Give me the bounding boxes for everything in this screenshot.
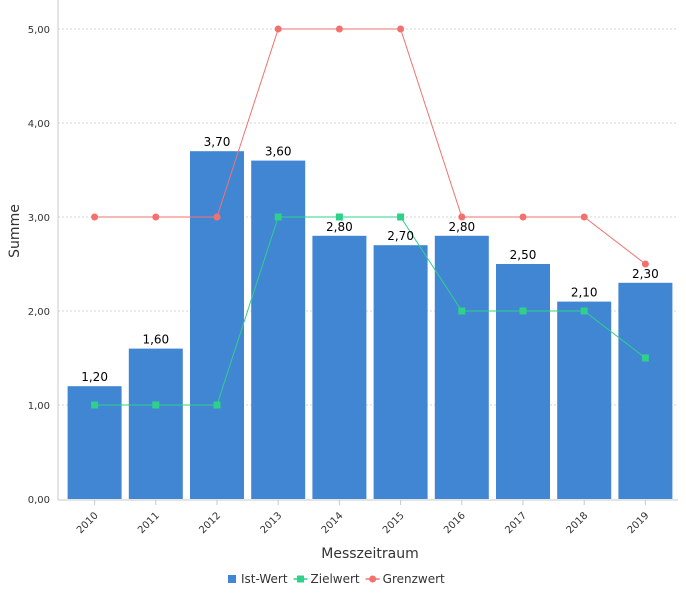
y-tick-label-2: 2,00 xyxy=(28,307,50,318)
y-tick-label-3: 3,00 xyxy=(28,213,50,224)
marker-zielwert-2014 xyxy=(335,213,343,221)
bar-label-2011: 1,60 xyxy=(142,333,169,347)
bar-2016 xyxy=(434,235,489,500)
x-axis-title: Messzeitraum xyxy=(321,546,418,562)
marker-grenzwert-2010 xyxy=(91,213,99,221)
marker-zielwert-2011 xyxy=(152,401,160,409)
y-tick-label-4: 4,00 xyxy=(28,119,50,130)
legend-label-ist-wert: Ist-Wert xyxy=(241,572,288,586)
bar-label-2019: 2,30 xyxy=(632,267,659,281)
bar-label-2015: 2,70 xyxy=(387,229,414,243)
legend-label-zielwert: Zielwert xyxy=(311,572,360,586)
bar-label-2010: 1,20 xyxy=(81,370,108,384)
bar-label-2013: 3,60 xyxy=(265,145,292,159)
bar-label-2014: 2,80 xyxy=(326,220,353,234)
marker-grenzwert-2017 xyxy=(519,213,527,221)
marker-zielwert-2012 xyxy=(213,401,221,409)
marker-grenzwert-2016 xyxy=(458,213,466,221)
marker-zielwert-2016 xyxy=(458,307,466,315)
x-tick-label-6: 2016 xyxy=(442,510,468,536)
x-tick-label-1: 2011 xyxy=(136,510,162,536)
bar-2019 xyxy=(618,282,673,499)
marker-zielwert-2018 xyxy=(580,307,588,315)
x-tick-label-4: 2014 xyxy=(320,510,346,536)
line-grenzwert xyxy=(94,28,646,265)
marker-grenzwert-2012 xyxy=(213,213,221,221)
marker-zielwert-2019 xyxy=(641,354,649,362)
bar-label-2016: 2,80 xyxy=(448,220,475,234)
bar-2014 xyxy=(312,235,367,500)
bar-2013 xyxy=(251,160,306,499)
bar-label-2012: 3,70 xyxy=(204,135,231,149)
marker-zielwert-2017 xyxy=(519,307,527,315)
bar-2018 xyxy=(557,301,612,499)
bar-2012 xyxy=(190,151,244,499)
legend-symbol-grenzwert xyxy=(369,575,377,583)
legend-symbol-zielwert xyxy=(297,575,305,583)
marker-zielwert-2013 xyxy=(274,213,282,221)
bar-label-2018: 2,10 xyxy=(571,286,598,300)
marker-grenzwert-2018 xyxy=(580,213,588,221)
x-tick-label-8: 2018 xyxy=(565,510,591,536)
bar-2015 xyxy=(373,245,428,499)
x-tick-label-5: 2015 xyxy=(381,510,407,536)
y-axis-title: Summe xyxy=(7,204,23,258)
marker-zielwert-2010 xyxy=(91,401,99,409)
legend-label-grenzwert: Grenzwert xyxy=(383,572,445,586)
line-series xyxy=(91,25,649,409)
x-tick-label-3: 2013 xyxy=(259,510,285,536)
marker-grenzwert-2011 xyxy=(152,213,160,221)
line-zielwert xyxy=(94,216,646,406)
bar-series xyxy=(67,151,673,500)
axes xyxy=(57,0,678,501)
legend-symbol-ist-wert xyxy=(228,575,236,583)
bar-2017 xyxy=(496,264,550,499)
x-tick-labels: 2010 2011 2012 2013 2014 2015 2016 2017 2018 2019 xyxy=(75,500,652,536)
bar-2011 xyxy=(128,348,183,499)
x-tick-label-9: 2019 xyxy=(626,510,652,536)
y-tick-label-1: 1,00 xyxy=(28,401,50,412)
marker-grenzwert-2014 xyxy=(335,25,343,33)
x-tick-label-0: 2010 xyxy=(75,510,101,536)
x-tick-label-7: 2017 xyxy=(503,510,529,536)
y-tick-labels: 0,00 1,00 2,00 3,00 4,00 5,00 xyxy=(28,25,50,506)
x-tick-label-2: 2012 xyxy=(197,510,223,536)
y-tick-label-5: 5,00 xyxy=(28,25,50,36)
bar-data-labels: 1,20 1,60 3,70 3,60 2,80 2,70 2,80 2,50 2,10 2,30 xyxy=(81,135,659,384)
marker-grenzwert-2019 xyxy=(641,260,649,268)
marker-grenzwert-2015 xyxy=(397,25,405,33)
bar-label-2017: 2,50 xyxy=(510,248,537,262)
marker-grenzwert-2013 xyxy=(274,25,282,33)
marker-zielwert-2015 xyxy=(397,213,405,221)
legend: Ist-Wert Zielwert Grenzwert xyxy=(228,572,445,586)
y-tick-label-0: 0,00 xyxy=(28,495,50,506)
